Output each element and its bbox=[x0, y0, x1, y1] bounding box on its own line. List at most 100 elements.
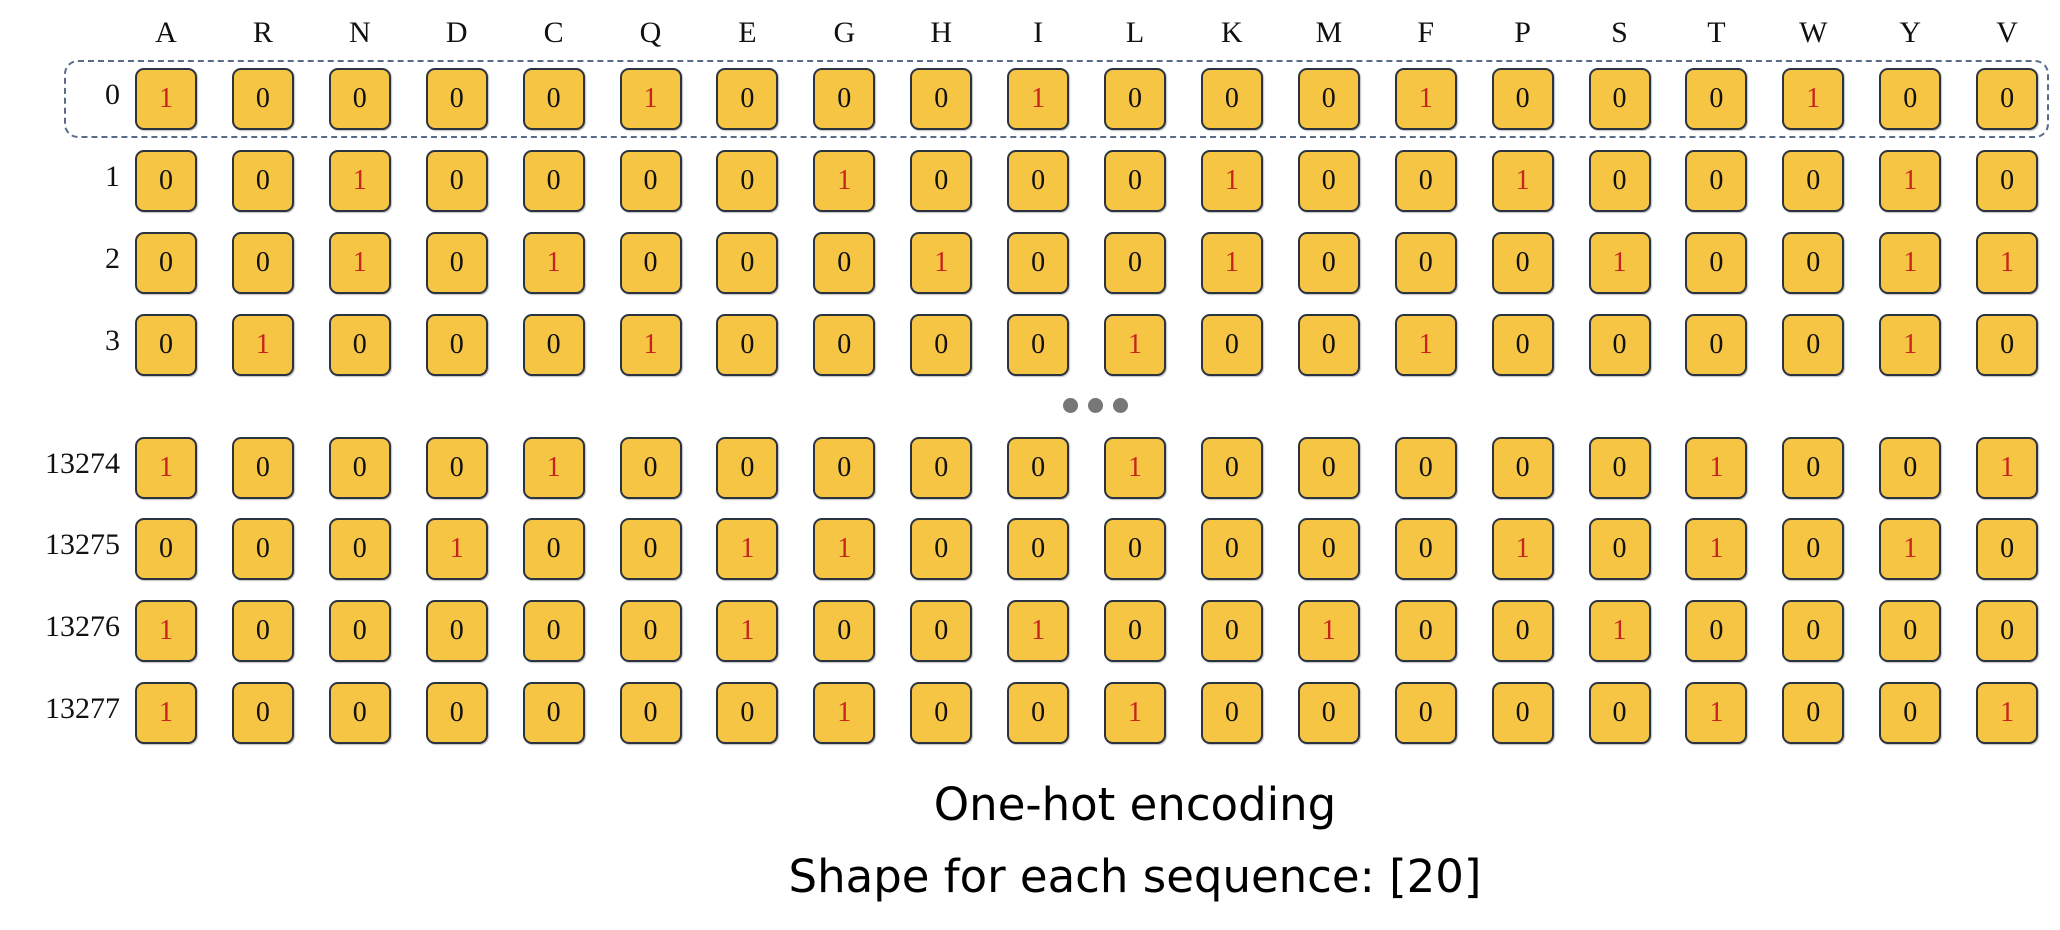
encoding-cell: 0 bbox=[1588, 682, 1651, 744]
encoding-cell: 0 bbox=[716, 682, 779, 744]
caption-title: One-hot encoding bbox=[933, 778, 1337, 831]
encoding-cell: 1 bbox=[231, 314, 294, 376]
encoding-cell: 0 bbox=[1879, 600, 1942, 662]
encoding-cell: 0 bbox=[231, 600, 294, 662]
encoding-cell: 0 bbox=[1588, 518, 1651, 580]
encoding-cell: 0 bbox=[716, 314, 779, 376]
encoding-cell: 1 bbox=[1879, 232, 1942, 294]
encoding-cell: 0 bbox=[1976, 518, 2039, 580]
encoding-cell: 1 bbox=[1104, 682, 1166, 744]
encoding-cell: 1 bbox=[1879, 150, 1942, 212]
encoding-cell: 0 bbox=[328, 682, 391, 744]
encoding-cell: 0 bbox=[1782, 518, 1845, 580]
encoding-cell: 1 bbox=[1879, 518, 1942, 580]
column-header-p: P bbox=[1514, 16, 1531, 49]
column-header-n: N bbox=[348, 16, 371, 49]
encoding-cell: 0 bbox=[328, 518, 391, 580]
encoding-cell: 0 bbox=[1782, 314, 1845, 376]
encoding-cell: 0 bbox=[425, 232, 488, 294]
column-header-q: Q bbox=[639, 16, 662, 49]
encoding-cell: 0 bbox=[135, 150, 197, 212]
encoding-cell: 0 bbox=[328, 600, 391, 662]
encoding-cell: 0 bbox=[1491, 682, 1554, 744]
row-label: 2 bbox=[105, 242, 120, 275]
ellipsis-dot bbox=[1063, 398, 1078, 413]
encoding-cell: 1 bbox=[813, 150, 876, 212]
column-header-i: I bbox=[1033, 16, 1044, 49]
encoding-cell: 1 bbox=[135, 682, 197, 744]
column-header-k: K bbox=[1221, 16, 1243, 49]
encoding-cell: 0 bbox=[1782, 232, 1845, 294]
column-header-m: M bbox=[1315, 16, 1343, 49]
encoding-cell: 0 bbox=[1782, 437, 1845, 499]
encoding-cell: 0 bbox=[1588, 437, 1651, 499]
encoding-cell: 0 bbox=[813, 437, 876, 499]
encoding-cell: 1 bbox=[1588, 600, 1651, 662]
encoding-cell: 0 bbox=[1491, 68, 1554, 130]
column-header-t: T bbox=[1707, 16, 1726, 49]
encoding-cell: 0 bbox=[1007, 232, 1070, 294]
encoding-cell: 0 bbox=[1297, 232, 1360, 294]
encoding-cell: 0 bbox=[1394, 600, 1457, 662]
encoding-cell: 0 bbox=[1104, 232, 1166, 294]
column-header-g: G bbox=[833, 16, 856, 49]
encoding-cell: 0 bbox=[813, 232, 876, 294]
encoding-cell: 1 bbox=[1104, 437, 1166, 499]
encoding-cell: 0 bbox=[1200, 314, 1263, 376]
encoding-cell: 0 bbox=[1394, 150, 1457, 212]
column-header-r: R bbox=[252, 16, 273, 49]
encoding-cell: 1 bbox=[716, 518, 779, 580]
encoding-cell: 0 bbox=[1685, 68, 1748, 130]
ellipsis-dot bbox=[1088, 398, 1103, 413]
encoding-cell: 1 bbox=[619, 314, 682, 376]
encoding-cell: 0 bbox=[1879, 437, 1942, 499]
encoding-cell: 0 bbox=[1685, 314, 1748, 376]
caption-subtitle: Shape for each sequence: [20] bbox=[788, 850, 1482, 903]
encoding-cell: 1 bbox=[1976, 232, 2039, 294]
encoding-cell: 0 bbox=[522, 682, 585, 744]
encoding-cell: 1 bbox=[1394, 68, 1457, 130]
encoding-cell: 1 bbox=[1491, 150, 1554, 212]
row-0-highlight-box bbox=[64, 60, 2049, 138]
row-label: 13277 bbox=[45, 692, 120, 725]
encoding-cell: 0 bbox=[1588, 150, 1651, 212]
encoding-cell: 0 bbox=[1007, 150, 1070, 212]
encoding-cell: 0 bbox=[1394, 682, 1457, 744]
encoding-cell: 0 bbox=[1200, 518, 1263, 580]
encoding-cell: 0 bbox=[231, 68, 294, 130]
encoding-cell: 0 bbox=[425, 150, 488, 212]
encoding-cell: 0 bbox=[619, 232, 682, 294]
encoding-cell: 0 bbox=[716, 150, 779, 212]
encoding-cell: 0 bbox=[910, 600, 973, 662]
encoding-cell: 0 bbox=[1200, 68, 1263, 130]
encoding-cell: 0 bbox=[1007, 518, 1070, 580]
encoding-cell: 0 bbox=[813, 314, 876, 376]
column-header-s: S bbox=[1611, 16, 1628, 49]
encoding-cell: 0 bbox=[1685, 150, 1748, 212]
encoding-cell: 1 bbox=[1297, 600, 1360, 662]
encoding-cell: 0 bbox=[425, 682, 488, 744]
encoding-cell: 0 bbox=[1976, 314, 2039, 376]
encoding-cell: 0 bbox=[1491, 437, 1554, 499]
encoding-cell: 0 bbox=[910, 518, 973, 580]
encoding-cell: 1 bbox=[813, 682, 876, 744]
encoding-cell: 0 bbox=[1297, 518, 1360, 580]
encoding-cell: 0 bbox=[1200, 437, 1263, 499]
encoding-cell: 0 bbox=[1394, 232, 1457, 294]
encoding-cell: 0 bbox=[1588, 68, 1651, 130]
encoding-cell: 0 bbox=[522, 600, 585, 662]
encoding-cell: 1 bbox=[910, 232, 973, 294]
column-header-e: E bbox=[738, 16, 757, 49]
encoding-cell: 1 bbox=[1200, 150, 1263, 212]
encoding-cell: 0 bbox=[1297, 682, 1360, 744]
encoding-cell: 0 bbox=[425, 437, 488, 499]
encoding-cell: 0 bbox=[1104, 600, 1166, 662]
encoding-cell: 1 bbox=[1491, 518, 1554, 580]
encoding-cell: 0 bbox=[619, 437, 682, 499]
encoding-cell: 0 bbox=[1976, 150, 2039, 212]
encoding-cell: 0 bbox=[1007, 314, 1070, 376]
encoding-cell: 0 bbox=[328, 68, 391, 130]
encoding-cell: 1 bbox=[135, 600, 197, 662]
encoding-cell: 0 bbox=[1976, 600, 2039, 662]
